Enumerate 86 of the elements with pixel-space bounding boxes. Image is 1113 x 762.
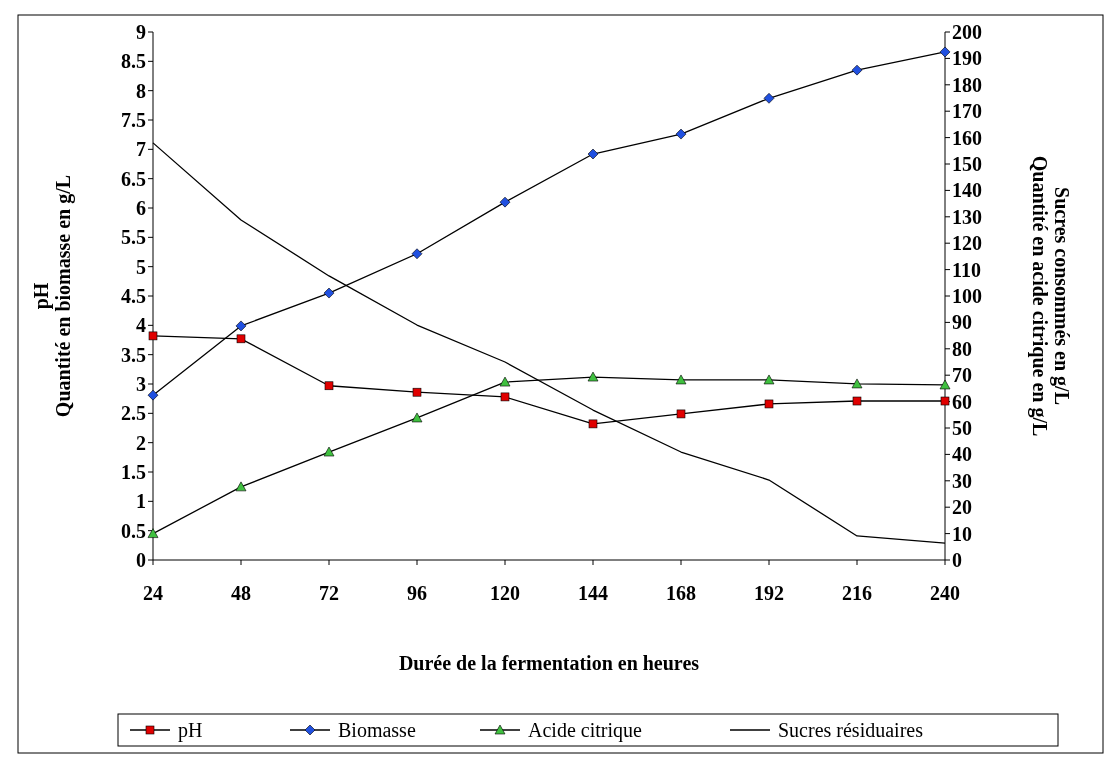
legend-label: Biomasse <box>338 719 416 741</box>
point <box>236 334 246 344</box>
x-tick-label: 96 <box>407 582 427 604</box>
point <box>851 378 863 389</box>
x-tick-label: 144 <box>578 582 608 604</box>
point <box>500 392 510 402</box>
x-tick-label: 168 <box>666 582 696 604</box>
y-tick-label: 0.5 <box>121 519 146 542</box>
y-axis-title: pH Quantité en biomasse en g/L <box>30 174 75 418</box>
point <box>148 331 158 341</box>
x-tick-label: 192 <box>754 582 784 604</box>
point <box>235 481 247 492</box>
point <box>324 381 334 391</box>
y-tick-label: 9 <box>136 21 146 43</box>
y-tick-label: 0 <box>136 549 146 571</box>
point <box>763 92 775 104</box>
point <box>147 389 159 401</box>
x-tick-label: 216 <box>842 582 872 604</box>
point <box>588 419 598 429</box>
point <box>587 148 599 160</box>
point <box>235 320 247 332</box>
y2-tick-label: 130 <box>952 205 982 228</box>
point <box>852 396 862 406</box>
y2-tick-label: 190 <box>952 47 982 70</box>
legend-label: Sucres résiduaires <box>778 719 924 741</box>
y2-tick-label: 90 <box>952 311 972 334</box>
y2-tick-label: 200 <box>952 21 982 43</box>
y-tick-label: 1 <box>136 490 146 513</box>
point <box>675 128 687 140</box>
x-axis-title: Durée de la fermentation en heures <box>398 652 700 674</box>
y2-tick-label: 140 <box>952 179 982 202</box>
y2-tick-label: 60 <box>952 390 972 413</box>
y2-tick-label: 150 <box>952 153 982 175</box>
x-tick-label: 240 <box>930 582 960 604</box>
y2-tick-label: 0 <box>952 549 962 571</box>
point <box>411 248 423 260</box>
y-tick-label: 3.5 <box>121 343 146 366</box>
y2-tick-label: 30 <box>952 469 972 492</box>
x-tick-label: 72 <box>319 582 339 604</box>
y2-tick-label: 70 <box>952 364 972 387</box>
point <box>939 379 951 390</box>
point <box>851 64 863 76</box>
y2-tick-label: 110 <box>952 258 981 281</box>
point <box>412 387 422 397</box>
y-tick-label: 8.5 <box>121 50 146 73</box>
y-tick-label: 2 <box>136 431 146 454</box>
point <box>675 374 687 385</box>
y-tick-label: 6 <box>136 197 146 219</box>
y-tick-label: 2.5 <box>121 402 146 425</box>
y2-tick-label: 160 <box>952 126 982 149</box>
legend-label: pH <box>178 719 203 742</box>
y-tick-label: 4.5 <box>121 285 146 307</box>
y2-tick-label: 10 <box>952 522 972 545</box>
y2-tick-label: 100 <box>952 285 982 307</box>
y-tick-label: 1.5 <box>121 461 146 483</box>
point <box>499 196 511 208</box>
point <box>499 376 511 387</box>
y2-tick-label: 20 <box>952 496 972 519</box>
y2-tick-label: 170 <box>952 100 982 123</box>
y-tick-label: 6.5 <box>121 167 146 190</box>
y2-tick-label: 50 <box>952 417 972 439</box>
y-tick-label: 8 <box>136 79 146 102</box>
point <box>411 412 423 423</box>
y2-tick-label: 80 <box>952 337 972 360</box>
y2-axis-title: Quantité en acide citrique en g/L Sucres consommés en g/L <box>1028 155 1073 437</box>
y2-tick-label: 180 <box>952 73 982 96</box>
point <box>676 409 686 419</box>
y-tick-label: 7.5 <box>121 109 146 131</box>
x-tick-label: 24 <box>143 582 163 604</box>
point <box>587 371 599 382</box>
y-tick-label: 7 <box>136 138 146 161</box>
y-tick-label: 4 <box>136 314 146 337</box>
legend-label: Acide citrique <box>528 719 642 742</box>
point <box>323 287 335 299</box>
y-tick-label: 5 <box>136 255 146 278</box>
y-tick-label: 3 <box>136 373 146 395</box>
point <box>763 374 775 385</box>
point <box>323 446 335 457</box>
y2-tick-label: 40 <box>952 443 972 466</box>
point <box>939 46 951 58</box>
point <box>147 528 159 538</box>
x-tick-label: 120 <box>490 582 520 604</box>
y-tick-label: 5.5 <box>121 226 146 249</box>
x-tick-label: 48 <box>231 582 251 604</box>
y2-tick-label: 120 <box>952 232 982 255</box>
point <box>764 399 774 409</box>
